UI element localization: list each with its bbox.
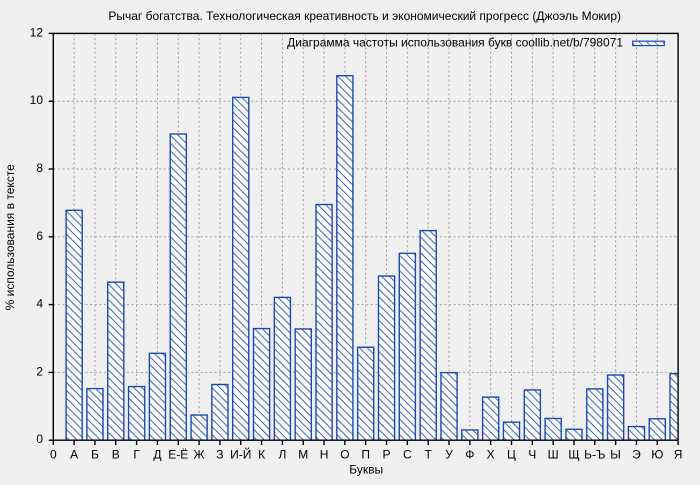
svg-text:К: К <box>258 447 265 461</box>
svg-text:Ы: Ы <box>610 447 621 461</box>
svg-text:6: 6 <box>36 229 43 243</box>
svg-text:Л: Л <box>278 447 286 461</box>
svg-text:С: С <box>403 447 412 461</box>
svg-text:Буквы: Буквы <box>349 462 383 476</box>
svg-text:Х: Х <box>487 447 495 461</box>
svg-text:Ф: Ф <box>465 447 474 461</box>
svg-text:Т: Т <box>425 447 433 461</box>
svg-text:В: В <box>112 447 120 461</box>
svg-text:Ю: Ю <box>651 447 663 461</box>
svg-text:10: 10 <box>30 93 44 107</box>
svg-text:Диаграмма частоты использовани: Диаграмма частоты использования букв coo… <box>287 35 623 49</box>
svg-text:0: 0 <box>50 447 57 461</box>
svg-text:Ц: Ц <box>507 447 516 461</box>
svg-text:Ь-Ъ: Ь-Ъ <box>584 447 605 461</box>
svg-text:Р: Р <box>383 447 391 461</box>
svg-text:Б: Б <box>91 447 99 461</box>
svg-text:Рычаг богатства. Технологическ: Рычаг богатства. Технологическая креатив… <box>108 9 621 23</box>
svg-text:Я: Я <box>674 447 683 461</box>
svg-text:И-Й: И-Й <box>230 446 251 461</box>
svg-text:Д: Д <box>153 447 161 461</box>
svg-text:% использования в тексте: % использования в тексте <box>3 164 17 310</box>
svg-text:0: 0 <box>36 432 43 446</box>
svg-text:2: 2 <box>36 364 43 378</box>
svg-text:Э: Э <box>632 447 641 461</box>
svg-text:Ж: Ж <box>194 447 205 461</box>
svg-text:Ч: Ч <box>528 447 536 461</box>
svg-text:М: М <box>298 447 308 461</box>
svg-text:Г: Г <box>133 447 140 461</box>
svg-text:8: 8 <box>36 161 43 175</box>
svg-text:У: У <box>445 447 453 461</box>
svg-text:Ш: Ш <box>548 447 559 461</box>
svg-text:П: П <box>361 447 370 461</box>
svg-text:12: 12 <box>30 25 44 39</box>
svg-text:Н: Н <box>320 447 329 461</box>
svg-text:Е-Ё: Е-Ё <box>168 447 188 461</box>
svg-text:О: О <box>340 447 349 461</box>
svg-text:А: А <box>70 447 78 461</box>
svg-text:З: З <box>216 447 223 461</box>
svg-text:4: 4 <box>36 297 43 311</box>
svg-text:Щ: Щ <box>568 447 579 461</box>
